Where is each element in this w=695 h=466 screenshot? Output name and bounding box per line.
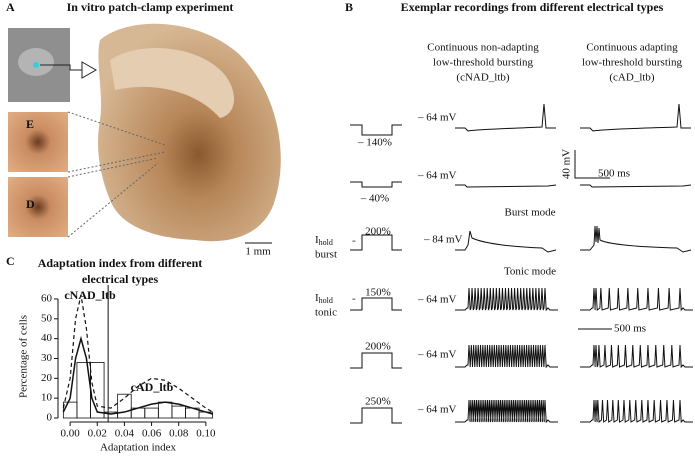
voltage-label: – 64 mV (417, 404, 457, 416)
voltage-label: – 64 mV (417, 170, 457, 182)
column-header: Continuous non-adapting (427, 42, 539, 54)
photo-neuron (8, 177, 68, 237)
arrow-head (81, 61, 98, 79)
panel-letter: C (6, 254, 15, 268)
trace (455, 184, 557, 188)
step-protocol (350, 124, 402, 136)
trace (455, 399, 558, 424)
trace (455, 103, 556, 132)
y-tick-label: 40 (41, 332, 53, 344)
x-tick-label: 0.04 (115, 428, 135, 440)
y-tick-label: 50 (41, 312, 53, 324)
arrow (40, 64, 90, 71)
x-tick-label: 0.02 (88, 428, 107, 440)
fit-curve (62, 294, 213, 413)
voltage-label: – 64 mV (417, 294, 457, 306)
section-label: Tonic mode (504, 266, 556, 278)
histogram-bar (62, 401, 78, 419)
current-step: 150% (365, 287, 391, 299)
series-label: cAD_ltb (131, 380, 174, 394)
x-tick-label: 0.06 (142, 428, 162, 440)
x-tick-label: 0.08 (169, 428, 189, 440)
photo-neuron (8, 112, 68, 172)
holding-dash: - (352, 235, 356, 247)
trace (580, 399, 693, 424)
histogram-bar (171, 405, 186, 419)
column-header: low-threshold bursting (582, 57, 682, 69)
current-step: – 40% (360, 193, 389, 205)
panel-b: Continuous non-adapting low-threshold bur… (315, 42, 693, 424)
x-tick-label: 0.00 (61, 428, 81, 440)
trace (455, 287, 558, 312)
y-axis-label: Percentage of cells (18, 315, 30, 398)
cell-label: D (26, 197, 35, 211)
panel-title: Exemplar recordings from different elect… (401, 0, 664, 14)
current-step: 200% (365, 226, 391, 238)
holding-label: Ihold (315, 292, 333, 305)
trace (455, 344, 558, 369)
current-step: 200% (365, 341, 391, 353)
column-header: Continuous adapting (586, 42, 678, 54)
trace (580, 103, 691, 132)
scale-label: 1 mm (245, 246, 271, 258)
pipette-tip (33, 62, 39, 68)
trace (580, 225, 692, 253)
column-header: low-threshold bursting (433, 57, 533, 69)
brain-region (110, 48, 235, 118)
holding-dash: - (352, 293, 356, 305)
chart-title: electrical types (82, 272, 159, 286)
panel-letter: A (6, 0, 15, 14)
holding-label: Ihold (315, 234, 333, 247)
scale-label: 500 ms (598, 168, 630, 180)
series-label: cNAD_ltb (64, 288, 116, 302)
panel-c: C Adaptation index from different electric… (6, 254, 216, 454)
connector-lines (67, 111, 166, 238)
current-step: – 140% (357, 137, 392, 149)
holding-label: burst (315, 249, 337, 261)
scale-bar (574, 150, 610, 179)
histogram-bar (90, 362, 105, 419)
chart-title: Adaptation index from different (38, 256, 203, 270)
y-tick-label: 10 (41, 392, 53, 404)
histogram-bar (157, 401, 173, 419)
fit-curve (62, 335, 213, 415)
y-tick-label: 0 (47, 412, 53, 424)
trace (455, 230, 557, 253)
trace (580, 287, 693, 312)
holding-label: tonic (315, 307, 337, 319)
x-axis-label: Adaptation index (100, 442, 177, 454)
column-header: (cAD_ltb) (609, 72, 655, 84)
voltage-label: – 84 mV (423, 234, 463, 246)
panel-letter: B (345, 0, 353, 14)
step-protocol (350, 234, 402, 251)
panel-title: In vitro patch-clamp experiment (67, 0, 234, 14)
voltage-label: – 64 mV (417, 112, 457, 124)
section-label: Burst mode (504, 207, 555, 219)
histogram-bar (117, 393, 132, 419)
scale-label: 500 ms (614, 323, 646, 335)
step-protocol (350, 181, 402, 188)
cell-label: E (26, 117, 34, 131)
histogram-bar (144, 407, 159, 419)
trace (580, 184, 692, 188)
y-tick-label: 30 (41, 352, 53, 364)
step-protocol (350, 352, 402, 369)
voltage-label: – 64 mV (417, 349, 457, 361)
column-header: (cNAD_ltb) (456, 72, 509, 84)
step-protocol (350, 297, 402, 311)
y-tick-label: 60 (41, 292, 53, 304)
current-step: 250% (365, 396, 391, 408)
scale-label: 40 mV (561, 149, 573, 179)
step-protocol (350, 407, 402, 424)
y-tick-label: 20 (41, 372, 53, 384)
trace (580, 344, 693, 369)
x-tick-label: 0.10 (196, 428, 216, 440)
